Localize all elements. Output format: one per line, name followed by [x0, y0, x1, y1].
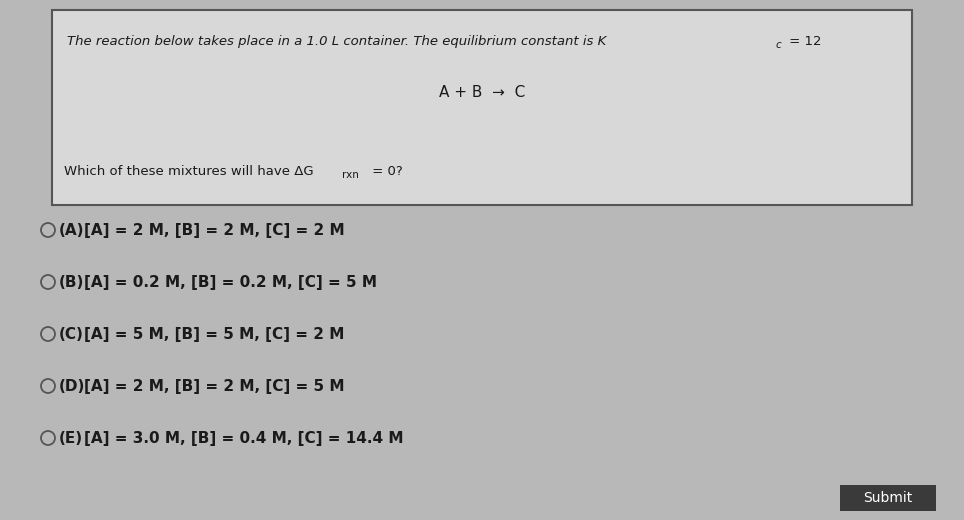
Text: [A] = 2 M, [B] = 2 M, [C] = 2 M: [A] = 2 M, [B] = 2 M, [C] = 2 M [84, 223, 344, 238]
Text: c: c [776, 40, 782, 50]
Text: [A] = 3.0 M, [B] = 0.4 M, [C] = 14.4 M: [A] = 3.0 M, [B] = 0.4 M, [C] = 14.4 M [84, 431, 404, 446]
Text: = 0?: = 0? [368, 165, 403, 178]
Text: [A] = 5 M, [B] = 5 M, [C] = 2 M: [A] = 5 M, [B] = 5 M, [C] = 2 M [84, 327, 344, 342]
Text: (A): (A) [59, 223, 85, 238]
Text: rxn: rxn [342, 170, 359, 180]
Text: = 12: = 12 [785, 35, 821, 48]
Text: (D): (D) [59, 379, 86, 394]
Text: [A] = 0.2 M, [B] = 0.2 M, [C] = 5 M: [A] = 0.2 M, [B] = 0.2 M, [C] = 5 M [84, 275, 377, 290]
Text: (B): (B) [59, 275, 85, 290]
Text: A + B  →  C: A + B → C [439, 85, 525, 100]
Text: (E): (E) [59, 431, 83, 446]
FancyBboxPatch shape [52, 10, 912, 205]
Text: Submit: Submit [864, 491, 913, 505]
Text: Which of these mixtures will have ΔG: Which of these mixtures will have ΔG [64, 165, 313, 178]
FancyBboxPatch shape [840, 485, 936, 511]
Text: [A] = 2 M, [B] = 2 M, [C] = 5 M: [A] = 2 M, [B] = 2 M, [C] = 5 M [84, 379, 344, 394]
Text: (C): (C) [59, 327, 84, 342]
Text: The reaction below takes place in a 1.0 L container. The equilibrium constant is: The reaction below takes place in a 1.0 … [67, 35, 606, 48]
